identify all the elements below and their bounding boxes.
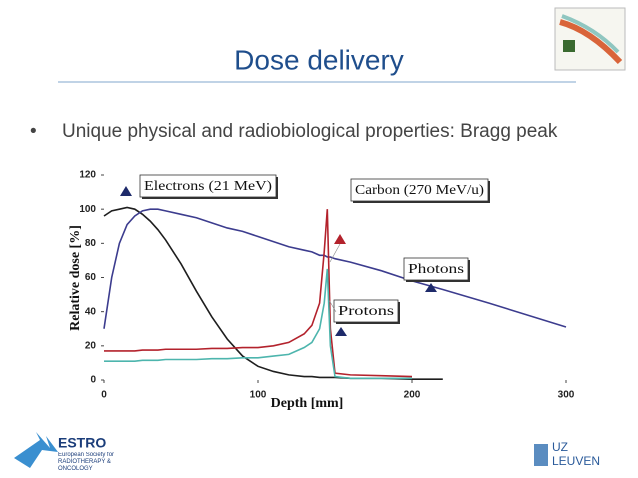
label-box	[333, 299, 399, 323]
y-tick-label: 40	[85, 306, 97, 317]
legend-label: Carbon (270 MeV/u)	[355, 183, 484, 198]
x-tick-label: 200	[404, 390, 421, 401]
logo-sub-wrap: European Society for RADIOTHERAPY & ONCO…	[58, 452, 115, 472]
bullet-dot: •	[30, 121, 37, 142]
x-tick-label: 0	[101, 390, 107, 401]
estro-logo: ESTRO European Society for RADIOTHERAPY …	[14, 432, 115, 472]
logo-name: UZ LEUVEN	[552, 440, 601, 468]
plot: 0 20 40 60 80 100 120 0 100 200 300 Electrons (21 M…	[79, 170, 574, 401]
y-tick-label: 80	[85, 238, 97, 249]
slide-title: Dose delivery	[234, 44, 404, 75]
label-box	[350, 178, 489, 202]
leuven-logo: UZ LEUVEN	[534, 440, 601, 468]
corner-image	[554, 7, 626, 71]
logo-shape	[14, 432, 58, 468]
label-arrow	[425, 283, 437, 292]
logo-name-wrap: UZ LEUVEN	[552, 440, 601, 468]
legend-label: Protons	[338, 304, 394, 319]
label-arrow	[334, 234, 346, 244]
label-pointer	[329, 243, 341, 263]
image-shape	[561, 14, 620, 54]
label-box	[139, 174, 277, 198]
legend-label: Electrons (21 MeV)	[144, 179, 272, 194]
logo-name: ESTRO	[58, 435, 106, 451]
x-tick-label: 300	[558, 390, 575, 401]
legend-label: Photons	[408, 262, 464, 277]
label-box	[403, 257, 469, 281]
x-tick-label: 100	[250, 390, 267, 401]
image-shape	[563, 40, 575, 52]
y-tick-label: 100	[79, 204, 96, 215]
bullet-text: Unique physical and radiobiological prop…	[62, 121, 558, 142]
y-tick-label: 120	[79, 170, 96, 181]
logo-shape	[534, 444, 548, 466]
label-arrow	[120, 186, 132, 196]
y-tick-label: 20	[85, 340, 97, 351]
series-line	[103, 208, 567, 329]
series-line	[104, 209, 413, 378]
y-tick-label: 60	[85, 272, 97, 283]
x-axis-label: Depth [mm]	[271, 396, 344, 411]
label-pointer	[328, 299, 337, 313]
series-line	[104, 268, 412, 380]
y-axis-label: Relative dose [%]	[68, 225, 83, 331]
image-shape	[559, 19, 623, 65]
series-line	[103, 206, 443, 380]
logo-subtitle: European Society for RADIOTHERAPY & ONCO…	[58, 452, 115, 472]
label-arrow	[335, 327, 347, 336]
y-tick-label: 0	[90, 375, 96, 386]
